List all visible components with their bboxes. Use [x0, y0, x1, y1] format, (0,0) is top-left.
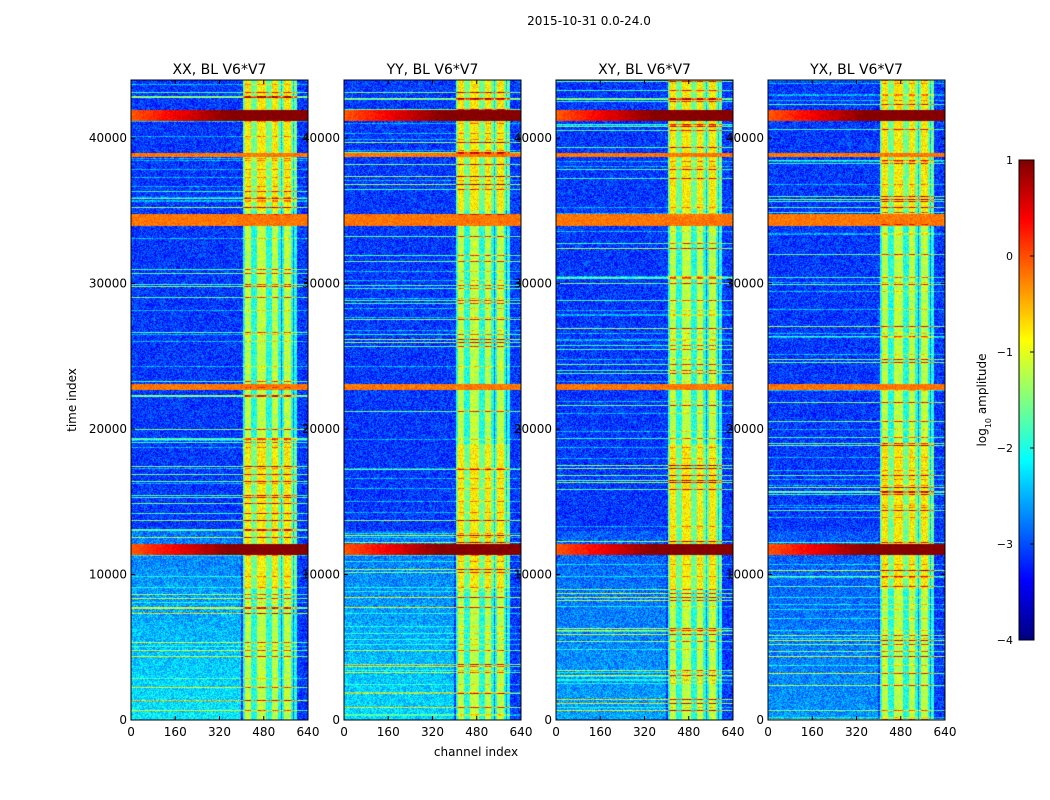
y-tick-label: 40000 — [302, 131, 340, 145]
x-tick-label: 640 — [934, 725, 957, 739]
heatmap-canvas — [344, 80, 521, 720]
y-tick-label: 40000 — [726, 131, 764, 145]
colorbar-tick-label: −1 — [997, 346, 1013, 359]
colorbar-label-sub: 10 — [984, 418, 993, 428]
x-tick-label: 160 — [589, 725, 612, 739]
y-tick-label: 20000 — [89, 422, 127, 436]
x-tick-label: 160 — [164, 725, 187, 739]
y-tick-label: 10000 — [726, 568, 764, 582]
colorbar-tick-label: −3 — [997, 538, 1013, 551]
x-tick-label: 0 — [764, 725, 772, 739]
x-tick-label: 320 — [633, 725, 656, 739]
y-tick-label: 30000 — [726, 277, 764, 291]
x-tick-label: 320 — [845, 725, 868, 739]
colorbar-tick-label: 0 — [1006, 250, 1013, 263]
heatmap-canvas — [768, 80, 945, 720]
heatmap-canvas — [556, 80, 733, 720]
x-tick-label: 320 — [208, 725, 231, 739]
figure-suptitle: 2015-10-31 0.0-24.0 — [527, 14, 651, 28]
y-tick-label: 30000 — [302, 277, 340, 291]
x-tick-label: 480 — [465, 725, 488, 739]
colorbar-label-main: log — [975, 428, 989, 446]
colorbar-tick-label: 1 — [1006, 154, 1013, 167]
panel-title: XX, BL V6*V7 — [173, 62, 267, 78]
y-tick-label: 0 — [119, 713, 127, 727]
panel-title: YX, BL V6*V7 — [809, 62, 903, 78]
x-tick-label: 320 — [421, 725, 444, 739]
heatmap-panel: XY, BL V6*V7 0 160 320 480 640 0 10000 20000 3000… — [514, 62, 745, 739]
x-tick-label: 640 — [722, 725, 745, 739]
heatmap-panel: YY, BL V6*V7 0 160 320 480 640 0 10000 20000 3000… — [302, 62, 533, 739]
x-tick-label: 0 — [552, 725, 560, 739]
panel-title: XY, BL V6*V7 — [598, 62, 691, 78]
x-tick-label: 0 — [127, 725, 135, 739]
y-tick-label: 10000 — [89, 568, 127, 582]
heatmap-image-wrapper — [768, 80, 945, 720]
y-tick-label: 10000 — [514, 568, 552, 582]
colorbar-tick-label: −2 — [997, 442, 1013, 455]
y-axis-label: time index — [65, 368, 79, 432]
x-tick-label: 160 — [801, 725, 824, 739]
y-tick-label: 40000 — [514, 131, 552, 145]
x-tick-label: 480 — [677, 725, 700, 739]
x-tick-label: 160 — [377, 725, 400, 739]
y-tick-label: 20000 — [302, 422, 340, 436]
x-tick-label: 640 — [510, 725, 533, 739]
panel-title: YY, BL V6*V7 — [386, 62, 479, 78]
y-tick-label: 30000 — [514, 277, 552, 291]
y-tick-label: 40000 — [89, 131, 127, 145]
heatmap-canvas — [131, 80, 308, 720]
y-tick-label: 0 — [756, 713, 764, 727]
y-tick-label: 0 — [544, 713, 552, 727]
heatmap-panel: YX, BL V6*V7 0 160 320 480 640 0 10000 20000 3000… — [726, 62, 957, 739]
y-tick-label: 30000 — [89, 277, 127, 291]
x-tick-label: 0 — [340, 725, 348, 739]
y-tick-label: 0 — [332, 713, 340, 727]
x-tick-label: 480 — [889, 725, 912, 739]
y-tick-label: 20000 — [726, 422, 764, 436]
colorbar — [1018, 159, 1035, 641]
heatmap-panel: XX, BL V6*V7 0 160 320 480 640 0 10000 20000 3000… — [89, 62, 320, 739]
x-tick-label: 480 — [252, 725, 275, 739]
y-tick-label: 20000 — [514, 422, 552, 436]
heatmap-image-wrapper — [131, 80, 308, 720]
heatmap-image-wrapper — [344, 80, 521, 720]
colorbar-label: log10 amplitude — [975, 354, 993, 447]
colorbar-label-rest: amplitude — [975, 354, 989, 418]
x-tick-label: 640 — [297, 725, 320, 739]
heatmap-image-wrapper — [556, 80, 733, 720]
colorbar-tick-label: −4 — [997, 634, 1013, 647]
y-tick-label: 10000 — [302, 568, 340, 582]
x-axis-label: channel index — [434, 745, 518, 759]
